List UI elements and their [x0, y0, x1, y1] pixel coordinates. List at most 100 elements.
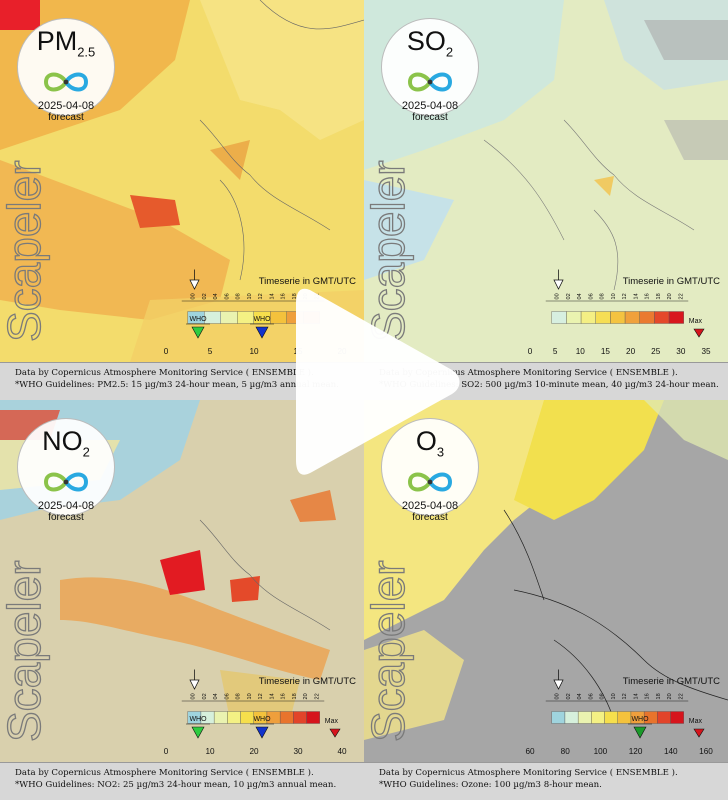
who-markers: Max WHO WHO [186, 716, 341, 739]
pollutant-badge: O3 2025-04-08 forecast [381, 418, 479, 523]
hour-label: 02 [202, 293, 208, 299]
caption-guidelines: *WHO Guidelines: PM2.5: 15 µg/m3 24-hour… [15, 380, 339, 390]
hour-label: 00 [191, 693, 197, 699]
o3-map-panel: Scapeler O3 2025-04-08 forecast Timeseri… [364, 400, 728, 800]
hour-label: 18 [656, 293, 662, 299]
scale-tick-label: 30 [293, 747, 303, 756]
hour-label: 16 [645, 693, 651, 699]
hour-label: 12 [622, 693, 628, 699]
svg-text:Scapeler: Scapeler [366, 560, 414, 742]
scale-tick-label: 40 [337, 747, 347, 756]
scale-tick-label: 100 [594, 747, 608, 756]
scale-tick-label: 10 [249, 347, 259, 356]
timeserie-label: Timeserie in GMT/UTC [258, 276, 356, 287]
timeserie-label: Timeserie in GMT/UTC [622, 676, 720, 687]
hour-label: 00 [555, 693, 561, 699]
scale-tick-label: 120 [629, 747, 643, 756]
svg-text:Scapeler: Scapeler [2, 560, 50, 742]
forecast-date: 2025-04-08 [401, 500, 459, 513]
caption-guidelines: *WHO Guidelines: Ozone: 100 µg/m3 8-hour… [379, 780, 602, 790]
hour-label: 08 [600, 293, 606, 299]
brand-watermark: Scapeler [366, 160, 415, 343]
who-label: WHO [189, 316, 207, 323]
caption-guidelines: *WHO Guidelines: NO2: 25 µg/m3 24-hour m… [15, 780, 337, 790]
hour-label: 20 [303, 693, 309, 699]
svg-text:Scapeler: Scapeler [366, 160, 414, 342]
hour-label: 06 [224, 293, 230, 299]
brand-watermark: Scapeler [366, 560, 415, 743]
hour-label: 08 [236, 293, 242, 299]
caption-source: Data by Copernicus Atmosphere Monitoring… [15, 768, 314, 778]
time-cursor-icon [189, 679, 200, 690]
time-cursor-icon [553, 279, 564, 290]
hour-label: 14 [633, 693, 639, 699]
caption-guidelines: *WHO Guidelines: SO2: 500 µg/m3 10-minut… [379, 380, 719, 390]
forecast-label: forecast [48, 112, 84, 124]
scale-tick-label: 20 [249, 747, 259, 756]
scale-tick-label: 60 [525, 747, 535, 756]
so2-map-panel: Scapeler SO2 2025-04-08 forecast Timeser… [364, 0, 728, 400]
scale-tick-label: 10 [205, 747, 215, 756]
max-label: Max [689, 718, 703, 725]
hour-label: 22 [678, 293, 684, 299]
pollutant-badge: NO2 2025-04-08 forecast [17, 418, 115, 523]
scale-tick-label: 0 [528, 347, 533, 356]
data-caption: Data by Copernicus Atmosphere Monitoring… [364, 762, 728, 800]
time-cursor-icon [553, 679, 564, 690]
pollutant-badge: SO2 2025-04-08 forecast [381, 18, 479, 123]
scale-tick-label: 0 [164, 347, 169, 356]
hour-label: 00 [191, 293, 197, 299]
pollutant-name: PM2.5 [36, 26, 96, 60]
pollutant-badge: PM2.5 2025-04-08 forecast [17, 18, 115, 123]
copernicus-logo-icon [407, 472, 453, 492]
hour-label: 20 [667, 693, 673, 699]
hour-label: 10 [247, 293, 253, 299]
scale-tick-label: 15 [601, 347, 611, 356]
hour-label: 16 [645, 293, 651, 299]
who-markers: Max WHO [628, 716, 705, 739]
scale-tick-label: 25 [651, 347, 661, 356]
who-label: WHO [253, 316, 271, 323]
hour-label: 10 [247, 693, 253, 699]
forecast-date: 2025-04-08 [37, 500, 95, 513]
hour-label: 14 [269, 293, 275, 299]
pollutant-name: NO2 [42, 426, 90, 460]
hour-label: 06 [224, 693, 230, 699]
hour-label: 16 [281, 693, 287, 699]
play-icon[interactable] [292, 282, 462, 482]
scale-ticks: 60 80 100 120 140 160 [525, 747, 713, 756]
hour-label: 08 [600, 693, 606, 699]
hour-label: 02 [202, 693, 208, 699]
svg-text:Scapeler: Scapeler [2, 160, 50, 342]
brand-watermark: Scapeler [2, 160, 51, 343]
max-label: Max [689, 318, 703, 325]
who-marker-icon [191, 726, 205, 739]
hour-label: 10 [611, 293, 617, 299]
hour-label: 18 [292, 293, 298, 299]
forecast-date: 2025-04-08 [37, 100, 95, 113]
hour-label: 22 [678, 693, 684, 699]
scale-tick-label: 20 [626, 347, 636, 356]
hour-label: 12 [622, 293, 628, 299]
hour-label: 06 [588, 293, 594, 299]
caption-source: Data by Copernicus Atmosphere Monitoring… [15, 368, 314, 378]
hour-label: 04 [577, 693, 583, 699]
hour-label: 16 [281, 293, 287, 299]
hour-label: 04 [577, 293, 583, 299]
who-label: WHO [253, 716, 271, 723]
who-marker-icon [191, 326, 205, 339]
hour-label: 22 [314, 693, 320, 699]
hour-label: 18 [656, 693, 662, 699]
scale-tick-label: 30 [676, 347, 686, 356]
hour-label: 14 [269, 693, 275, 699]
scale-tick-label: 80 [561, 747, 571, 756]
scale-tick-label: 10 [576, 347, 586, 356]
who-markers: WHO WHO [186, 316, 274, 339]
hour-label: 06 [588, 693, 594, 699]
timeline-scale: 00 02 04 06 08 10 12 14 16 18 20 22 [545, 269, 689, 324]
caption-source: Data by Copernicus Atmosphere Monitoring… [379, 368, 678, 378]
who-label: WHO [189, 716, 207, 723]
forecast-date: 2025-04-08 [401, 100, 459, 113]
timeline-scale: 00 02 04 06 08 10 12 14 16 18 20 22 [545, 669, 689, 724]
hour-label: 02 [566, 293, 572, 299]
